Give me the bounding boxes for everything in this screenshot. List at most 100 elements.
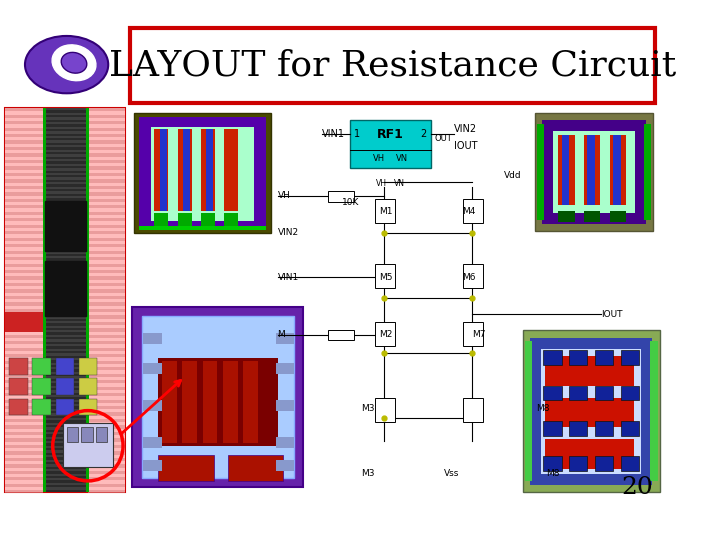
Bar bbox=[545, 397, 634, 427]
Text: VN: VN bbox=[395, 154, 408, 164]
Bar bbox=[88, 484, 125, 487]
Bar bbox=[374, 264, 395, 288]
Bar bbox=[595, 456, 613, 471]
Bar bbox=[621, 350, 639, 365]
Text: 20: 20 bbox=[621, 476, 653, 500]
Bar bbox=[88, 251, 125, 254]
Text: Vss: Vss bbox=[444, 469, 459, 478]
Bar bbox=[178, 130, 192, 211]
Bar bbox=[4, 192, 43, 195]
Bar bbox=[43, 293, 88, 295]
Bar bbox=[43, 409, 88, 411]
Bar bbox=[55, 358, 74, 375]
Text: M1: M1 bbox=[379, 207, 393, 216]
Bar bbox=[4, 458, 43, 461]
Bar bbox=[224, 130, 238, 211]
Bar bbox=[88, 289, 125, 293]
Bar bbox=[43, 131, 88, 133]
Bar bbox=[4, 380, 43, 383]
Text: M2: M2 bbox=[379, 330, 392, 339]
Bar bbox=[43, 284, 88, 286]
Bar bbox=[202, 361, 217, 443]
Bar bbox=[569, 386, 588, 401]
Bar bbox=[63, 423, 113, 467]
Bar bbox=[4, 451, 43, 455]
Bar bbox=[43, 145, 88, 147]
Text: 2: 2 bbox=[420, 129, 426, 139]
Bar bbox=[4, 477, 43, 481]
Bar bbox=[4, 127, 43, 131]
Bar bbox=[43, 122, 88, 124]
Bar bbox=[88, 199, 125, 202]
Bar bbox=[4, 147, 43, 150]
Bar bbox=[43, 436, 88, 439]
Bar bbox=[43, 386, 88, 388]
Bar bbox=[43, 446, 88, 448]
Bar bbox=[43, 362, 88, 365]
Bar bbox=[43, 316, 88, 319]
Bar bbox=[462, 264, 483, 288]
Bar bbox=[569, 456, 588, 471]
Bar bbox=[569, 421, 588, 436]
Bar bbox=[4, 289, 43, 293]
Bar bbox=[43, 113, 88, 115]
Bar bbox=[43, 376, 88, 379]
Bar bbox=[43, 173, 88, 175]
Bar bbox=[223, 361, 238, 443]
Bar bbox=[4, 173, 43, 176]
Bar bbox=[43, 228, 88, 231]
Text: VIN2: VIN2 bbox=[454, 124, 477, 134]
Bar bbox=[43, 335, 88, 337]
Bar bbox=[4, 335, 43, 338]
Bar bbox=[562, 135, 569, 205]
Bar bbox=[4, 296, 43, 299]
Bar bbox=[155, 130, 168, 211]
Bar bbox=[4, 199, 43, 202]
Bar bbox=[4, 160, 43, 163]
Bar bbox=[4, 251, 43, 254]
Bar bbox=[43, 108, 46, 492]
Bar bbox=[139, 117, 266, 228]
Bar bbox=[621, 456, 639, 471]
Bar bbox=[88, 419, 125, 422]
Bar bbox=[158, 358, 277, 446]
Bar bbox=[4, 309, 43, 312]
Bar bbox=[43, 182, 88, 185]
Bar bbox=[43, 108, 88, 110]
Bar bbox=[4, 419, 43, 422]
Bar bbox=[88, 205, 125, 208]
Bar bbox=[541, 349, 641, 474]
Bar bbox=[4, 322, 43, 325]
Bar bbox=[88, 432, 125, 435]
Bar bbox=[4, 432, 43, 435]
Bar bbox=[4, 387, 43, 390]
Bar bbox=[4, 179, 43, 183]
Bar bbox=[4, 114, 43, 118]
Bar bbox=[543, 386, 562, 401]
Bar bbox=[43, 441, 88, 443]
Bar bbox=[43, 302, 88, 305]
Bar bbox=[43, 275, 88, 277]
Bar bbox=[43, 187, 88, 189]
Bar bbox=[88, 134, 125, 137]
Bar bbox=[328, 191, 354, 201]
Ellipse shape bbox=[61, 52, 87, 73]
Text: M4: M4 bbox=[462, 207, 476, 216]
Bar bbox=[462, 199, 483, 223]
Text: M3: M3 bbox=[361, 404, 374, 413]
Text: Vdd: Vdd bbox=[504, 171, 522, 180]
Bar bbox=[374, 199, 395, 223]
Bar bbox=[88, 387, 125, 390]
Bar bbox=[43, 150, 88, 152]
Bar bbox=[43, 469, 88, 471]
Bar bbox=[545, 440, 634, 469]
Bar bbox=[130, 28, 655, 104]
Bar bbox=[88, 238, 125, 241]
Bar bbox=[45, 261, 86, 316]
Bar bbox=[43, 247, 88, 249]
Bar bbox=[4, 140, 43, 144]
Bar bbox=[644, 124, 652, 220]
Bar bbox=[9, 399, 28, 415]
Bar bbox=[55, 399, 74, 415]
Bar bbox=[43, 307, 88, 309]
